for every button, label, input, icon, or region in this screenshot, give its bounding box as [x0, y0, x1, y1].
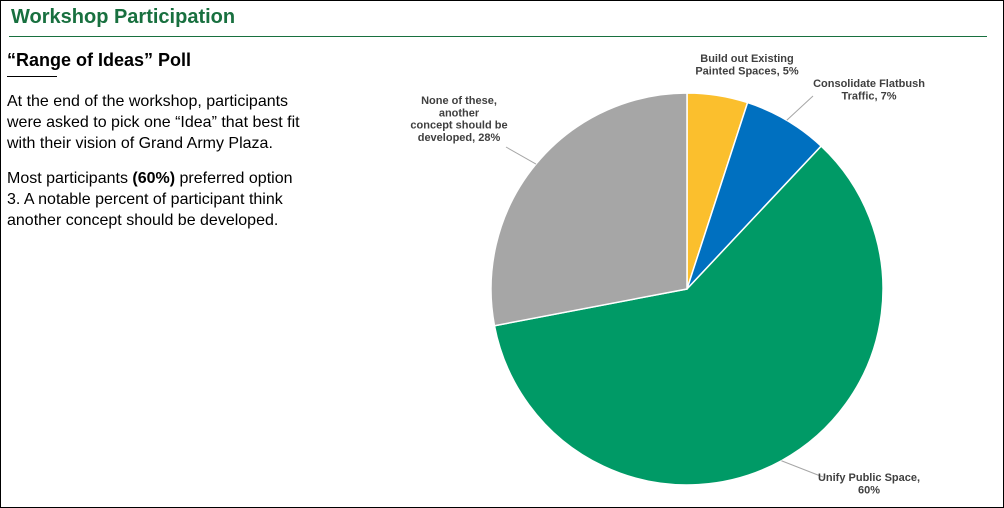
heading-underline	[7, 76, 57, 77]
paragraph: At the end of the workshop, participants…	[7, 91, 307, 154]
leader-line	[786, 95, 814, 121]
title-rule	[9, 36, 987, 37]
leader-line	[781, 460, 824, 478]
slide-title: Workshop Participation	[11, 6, 236, 28]
data-label-line: another	[439, 107, 480, 119]
pie-slice	[490, 92, 688, 327]
data-label: Build out Existing Painted Spaces, 5%	[695, 53, 799, 77]
heading: “Range of Ideas” Poll	[7, 50, 192, 70]
data-label-line: concept should be	[410, 120, 507, 132]
text-run: At the end of the workshop, participants…	[7, 93, 300, 152]
text-run-bold: (60%)	[132, 170, 176, 187]
data-label-line: Traffic, 7%	[841, 90, 896, 102]
text-run: preferred option 3. A notable percent of…	[7, 170, 293, 229]
data-label-line: None of these,	[421, 95, 497, 107]
data-label-line: Build out Existing	[700, 53, 794, 65]
data-label-line: 60%	[858, 484, 880, 496]
data-label-line: Painted Spaces, 5%	[695, 65, 799, 77]
text-panel: “Range of Ideas” Poll At the end of the …	[7, 49, 307, 245]
text-run: Most participants	[7, 170, 133, 187]
data-label: Consolidate Flatbush Traffic, 7%	[813, 78, 925, 102]
data-label: Unify Public Space, 60%	[818, 472, 920, 496]
leader-line	[505, 146, 537, 165]
data-label-line: developed, 28%	[418, 132, 501, 144]
data-label-line: Consolidate Flatbush	[813, 78, 925, 90]
data-label-line: Unify Public Space,	[818, 472, 920, 484]
data-label: None of these, another concept should be de…	[410, 95, 507, 144]
paragraph: Most participants (60%) preferred option…	[7, 168, 307, 231]
